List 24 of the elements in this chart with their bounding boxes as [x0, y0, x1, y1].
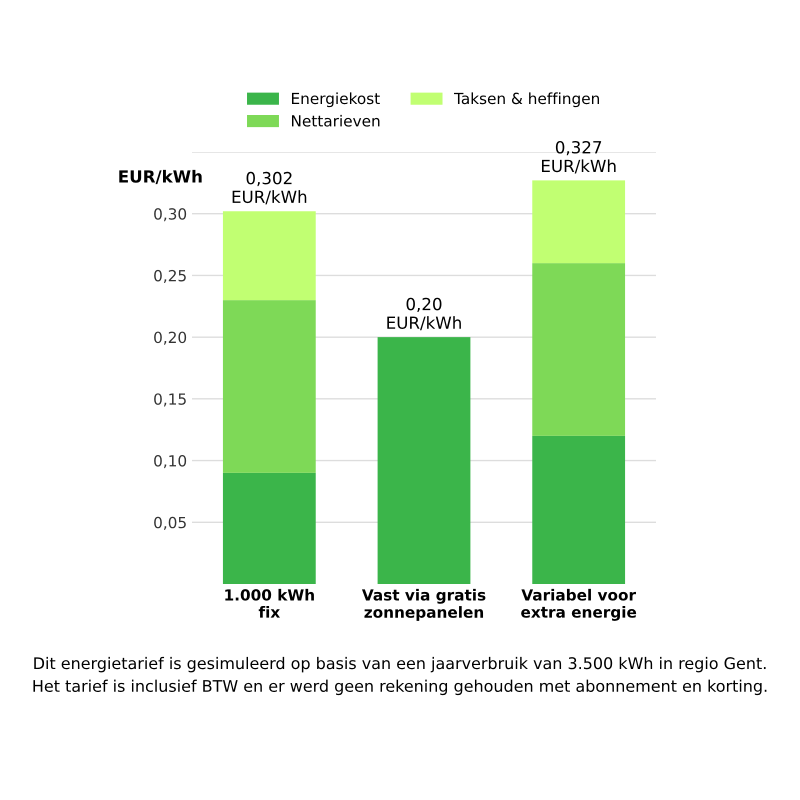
bar	[222, 472, 316, 584]
bar	[222, 211, 316, 300]
bar	[222, 300, 316, 473]
text: Dit energietarief is gesimuleerd op basis van een jaarverbruik van 3.500 kWh in regio Gent. Het tarief is inclusief BTW en er werd geen rekening gehouden met abonnement en korting.	[33, 656, 766, 696]
y-tick-label: 0,15	[154, 393, 186, 406]
bar	[378, 337, 470, 584]
bar	[532, 263, 626, 436]
total-label: 0,20 EUR/kWh	[387, 298, 461, 330]
y-tick-label: 0,30	[154, 208, 186, 222]
y-axis-title: EUR/kWh	[119, 170, 202, 184]
total-label: 0,302 EUR/kWh	[232, 172, 306, 204]
legend-label: Taksen & heffingen	[454, 92, 599, 108]
bar	[532, 180, 626, 264]
y-tick-label: 0,20	[154, 332, 186, 345]
legend-label: Energiekost	[292, 92, 380, 108]
x-tick-label: 1.000 kWh fix	[225, 588, 314, 618]
y-tick-label: 0,05	[154, 516, 186, 530]
x-tick-label: Vast via gratis zonnepanelen	[362, 588, 486, 621]
bar	[532, 436, 626, 584]
legend-label: Nettarieven	[292, 114, 380, 127]
y-tick-label: 0,25	[154, 270, 186, 284]
x-tick-label: Variabel voor extra energie	[521, 588, 636, 621]
y-tick-label: 0,10	[154, 455, 186, 468]
total-label: 0,327 EUR/kWh	[542, 140, 616, 174]
